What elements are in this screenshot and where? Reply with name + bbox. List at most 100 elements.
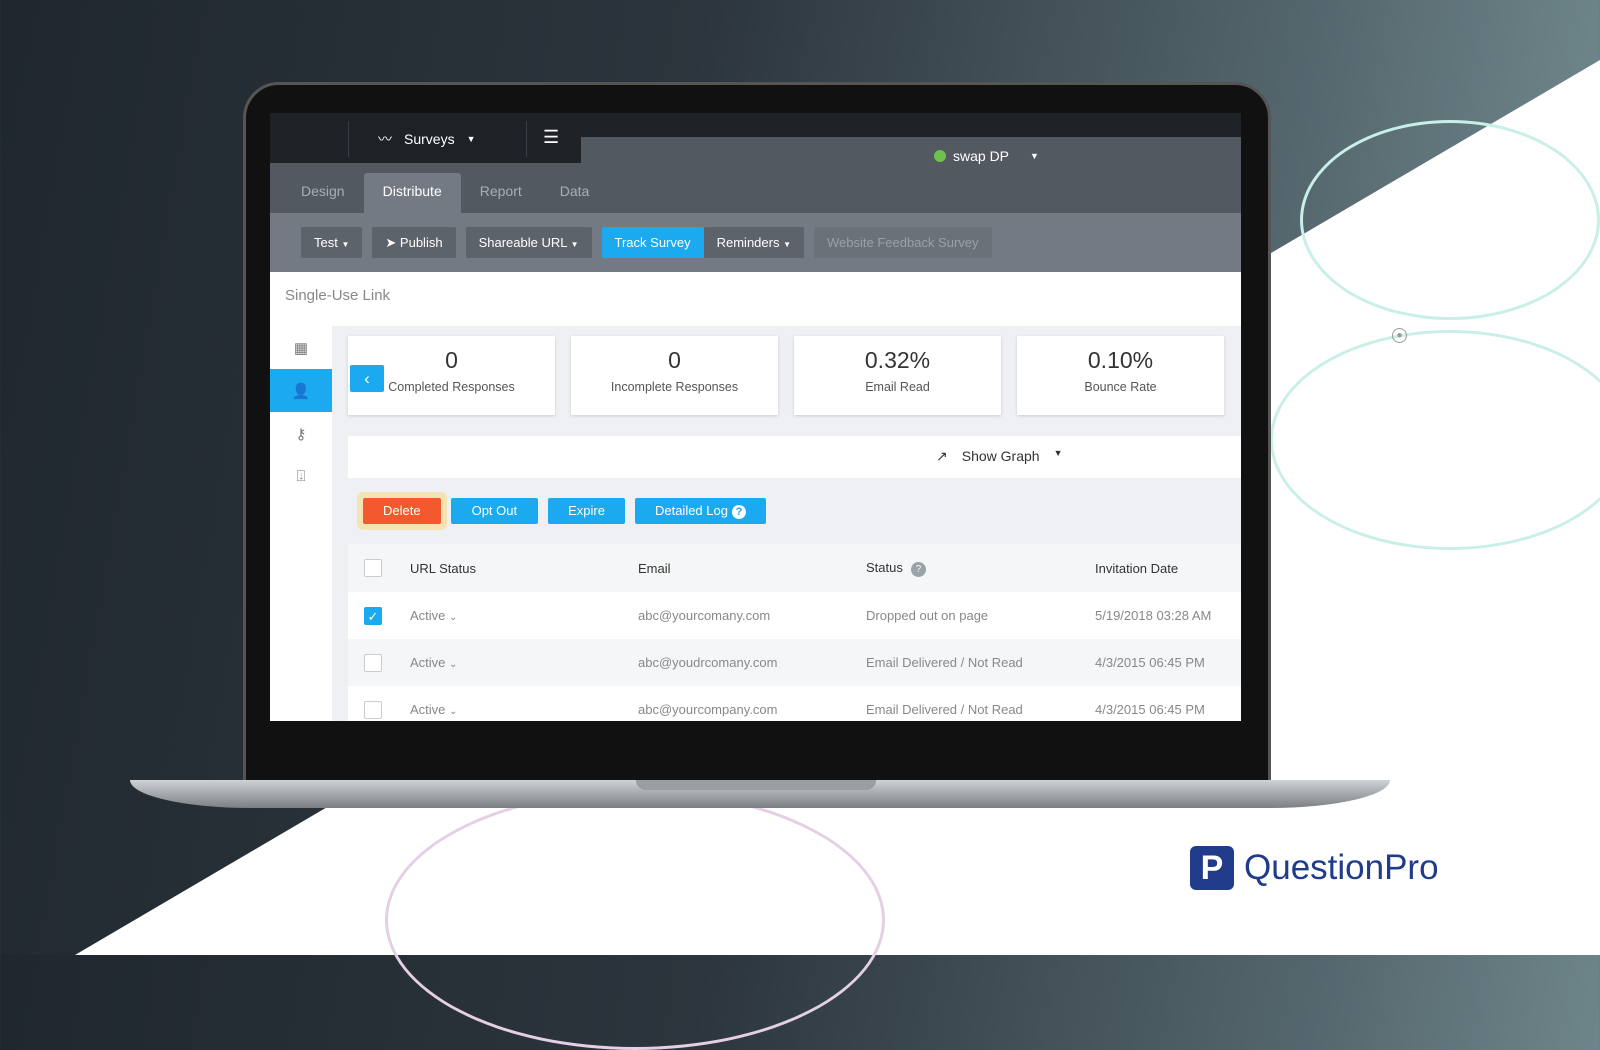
stat-value: 0.32%: [864, 347, 931, 373]
header-url-status: URL Status: [410, 544, 638, 592]
dashboard-icon[interactable]: ▦: [293, 339, 309, 357]
reminders-label: Reminders: [716, 235, 780, 250]
trend-icon: 〰: [378, 131, 392, 147]
tab-data[interactable]: Data: [559, 183, 590, 199]
publish-label: Publish: [399, 235, 443, 250]
url-status-dropdown[interactable]: Active ⌄: [410, 686, 638, 721]
publish-button[interactable]: ➤ Publish: [372, 227, 456, 258]
survey-name-button[interactable]: Website Feedback Survey: [814, 227, 992, 258]
table-header: URL Status Email Status? Invitation Date: [348, 544, 1241, 592]
opt-out-button[interactable]: Opt Out: [450, 498, 539, 524]
stat-label: Email Read: [865, 380, 930, 394]
shareable-label: Shareable URL: [478, 235, 567, 250]
caret-down-icon: ▼: [466, 134, 476, 144]
stat-label: Completed Responses: [388, 380, 515, 394]
stat-card-incomplete: 0 Incomplete Responses: [571, 336, 778, 415]
user-menu[interactable]: swap DP ▼: [934, 148, 1039, 164]
list-menu-icon[interactable]: ☰: [543, 127, 560, 147]
stat-value: 0: [445, 347, 458, 373]
back-chevron-icon[interactable]: ‹: [350, 365, 384, 392]
status-cell: Email Delivered / Not Read: [866, 686, 1095, 721]
expire-button[interactable]: Expire: [548, 498, 625, 524]
track-group: Track Survey Reminders ▼: [601, 227, 805, 258]
date-cell: 4/3/2015 06:45 PM: [1095, 639, 1241, 686]
email-cell: abc@yourcomany.com: [638, 592, 866, 639]
table-row: Active ⌄ abc@youdrcomany.com Email Deliv…: [348, 639, 1241, 686]
url-status-dropdown[interactable]: Active ⌄: [410, 639, 638, 686]
status-cell: Email Delivered / Not Read: [866, 639, 1095, 686]
header-status-label: Status: [866, 559, 903, 575]
email-cell: abc@yourcompany.com: [638, 686, 866, 721]
chevron-down-icon: ⌄: [449, 706, 458, 717]
section-title: Single-Use Link: [270, 272, 1241, 326]
distribute-toolbar: Test ▼ ➤ Publish Shareable URL ▼ Track S…: [270, 213, 1241, 272]
row-checkbox[interactable]: ✓: [364, 606, 382, 625]
url-status: Active: [410, 655, 446, 670]
surveys-menu[interactable]: 〰 Surveys ▼: [378, 129, 476, 149]
caret-down-icon: ▼: [570, 240, 579, 249]
stat-card-completed: ‹ 0 Completed Responses: [348, 336, 555, 415]
stat-card-bounce-rate: 0.10% Bounce Rate: [1017, 336, 1224, 415]
caret-down-icon: ▼: [1030, 151, 1039, 161]
stat-card-email-read: 0.32% Email Read: [794, 336, 1001, 415]
user-name: swap DP: [953, 148, 1010, 164]
stat-label: Incomplete Responses: [610, 380, 739, 394]
test-button[interactable]: Test ▼: [301, 227, 363, 258]
status-cell: Dropped out on page: [866, 592, 1095, 639]
help-icon[interactable]: ?: [910, 561, 926, 577]
header-email: Email: [638, 544, 866, 592]
show-graph-toggle[interactable]: ↗ Show Graph ▼: [936, 448, 1062, 465]
url-status: Active: [410, 702, 446, 717]
track-survey-button[interactable]: Track Survey: [601, 227, 704, 258]
key-icon[interactable]: ⚷: [295, 425, 307, 443]
questionpro-logo: P QuestionPro: [1190, 846, 1439, 890]
main-content: ‹ 0 Completed Responses 0 Incomplete Res…: [348, 336, 1241, 721]
stat-label: Bounce Rate: [1084, 380, 1157, 394]
stat-value: 0.10%: [1087, 347, 1154, 373]
tab-design[interactable]: Design: [301, 183, 345, 199]
url-status-dropdown[interactable]: Active ⌄: [410, 592, 638, 639]
reminders-button[interactable]: Reminders ▼: [703, 227, 805, 258]
caret-down-icon: ▼: [341, 240, 350, 249]
online-status-icon: [934, 150, 946, 162]
shareable-url-button[interactable]: Shareable URL ▼: [465, 227, 592, 258]
date-cell: 4/3/2015 06:45 PM: [1095, 686, 1241, 721]
logo-mark-icon: P: [1190, 846, 1234, 890]
show-graph-label: Show Graph: [961, 448, 1040, 464]
table-row: ✓ Active ⌄ abc@yourcomany.com Dropped ou…: [348, 592, 1241, 639]
chevron-down-icon: ⌄: [449, 612, 458, 623]
table-row: Active ⌄ abc@yourcompany.com Email Deliv…: [348, 686, 1241, 721]
top-nav: 〰 Surveys ▼ ☰ swap DP ▼: [270, 113, 1241, 164]
trend-icon: ↗: [936, 448, 948, 464]
tab-distribute[interactable]: Distribute: [363, 173, 461, 213]
test-label: Test: [314, 235, 338, 250]
email-cell: abc@youdrcomany.com: [638, 639, 866, 686]
tab-report[interactable]: Report: [479, 183, 522, 199]
detailed-log-label: Detailed Log: [654, 503, 728, 518]
divider: [526, 121, 527, 157]
graph-bar: ↗ Show Graph ▼: [348, 436, 1241, 478]
logo-text: QuestionPro: [1244, 848, 1439, 887]
header-status: Status?: [866, 544, 1095, 592]
delete-button[interactable]: Delete: [363, 498, 441, 524]
decorative-curve: [1300, 120, 1600, 320]
download-icon[interactable]: ⍗: [296, 468, 306, 485]
row-checkbox[interactable]: [364, 700, 382, 719]
user-icon[interactable]: 👤: [270, 369, 332, 412]
detailed-log-button[interactable]: Detailed Log?: [634, 498, 766, 524]
links-table: URL Status Email Status? Invitation Date…: [348, 544, 1241, 721]
select-all-checkbox[interactable]: [364, 559, 382, 577]
decorative-curve: [1270, 330, 1600, 550]
help-icon: ?: [731, 505, 746, 519]
chevron-down-icon: ⌄: [449, 659, 458, 670]
laptop-notch: [636, 780, 876, 790]
user-icon: ●: [1392, 328, 1407, 343]
date-cell: 5/19/2018 03:28 AM: [1095, 592, 1241, 639]
caret-down-icon: ▼: [1053, 448, 1063, 458]
sidebar: ▦ 👤 ⚷ ⍗: [270, 326, 332, 721]
top-nav-right: [581, 137, 1241, 163]
caret-down-icon: ▼: [783, 240, 792, 249]
main-tabs: Design Distribute Report Data: [270, 163, 1241, 213]
row-checkbox[interactable]: [364, 653, 382, 672]
app-screen: 〰 Surveys ▼ ☰ swap DP ▼ Design Distribut…: [270, 113, 1241, 721]
